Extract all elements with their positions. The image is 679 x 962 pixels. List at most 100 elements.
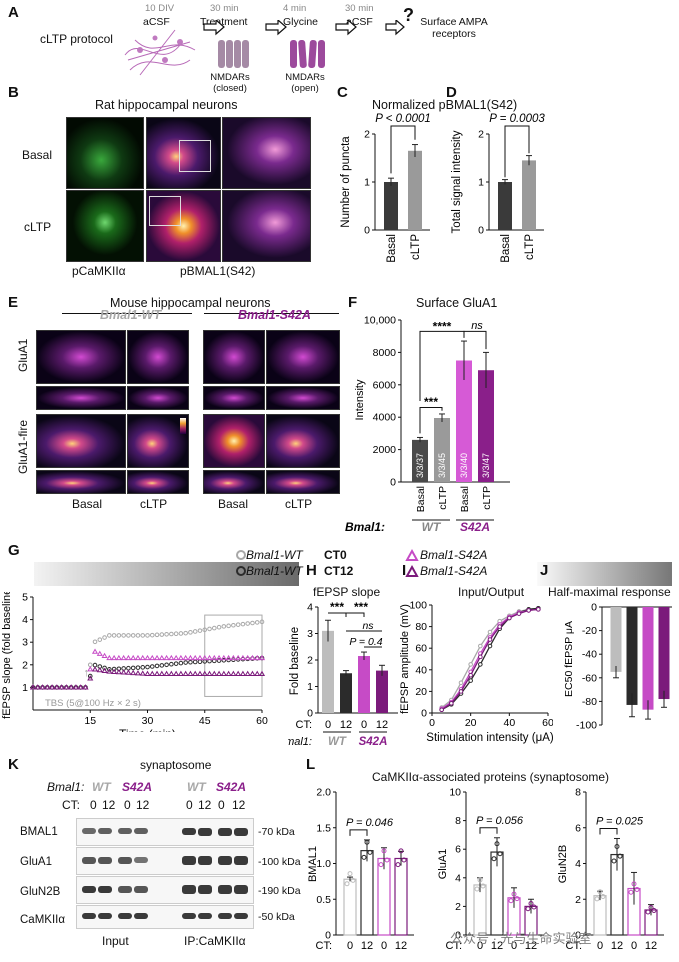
data-point <box>478 662 483 667</box>
data-point <box>178 660 184 666</box>
data-point <box>487 629 493 635</box>
x-tick-label: 12 <box>525 940 537 952</box>
x-tick-label: 0 <box>511 940 517 952</box>
data-point <box>177 654 184 661</box>
y-axis-label: fEPSP slope (fold baseline) <box>1 592 13 719</box>
data-point <box>106 654 113 661</box>
arrow-icon <box>203 20 405 36</box>
data-point <box>192 629 198 634</box>
data-point <box>107 633 112 638</box>
panel-letter-b: B <box>8 84 19 101</box>
data-point <box>168 654 175 661</box>
genotype-label: S42A <box>122 780 153 794</box>
col-label: cLTP <box>285 497 313 511</box>
bar <box>434 418 450 482</box>
series-line <box>441 608 539 710</box>
micrograph-e-fire-zoom <box>266 470 340 494</box>
data-point <box>631 881 637 887</box>
sig-label: ns <box>362 620 374 632</box>
genotype-label: S42A <box>216 780 247 794</box>
data-point <box>130 669 137 676</box>
data-point <box>140 633 146 638</box>
legend-marker <box>236 550 246 560</box>
data-point <box>154 632 160 638</box>
y-axis-label: fEPSP amplitude (mV) <box>399 604 411 714</box>
x-tick-label: cLTP <box>410 234 422 260</box>
micrograph-e <box>36 330 126 384</box>
x-tick-label: 12 <box>340 719 352 731</box>
data-point <box>525 906 531 912</box>
micrograph-e <box>266 330 340 384</box>
data-point <box>163 670 170 676</box>
legend-tag: CT0 <box>324 548 347 562</box>
panel-letter-a: A <box>8 4 19 21</box>
kda-marker: -190 kDa <box>258 885 301 897</box>
data-point <box>134 670 142 676</box>
data-point <box>125 669 132 675</box>
y-tick-label: -80 <box>582 696 597 708</box>
y-tick-label: 0 <box>455 930 461 942</box>
y-tick-label: 1 <box>22 682 28 694</box>
ct-label: 12 <box>102 798 116 812</box>
data-point <box>235 654 242 661</box>
micrograph-e-fire-zoom <box>127 470 189 494</box>
data-point <box>350 877 356 883</box>
n-label: 3/3/47 <box>481 453 491 478</box>
y-tick-label: 6000 <box>373 379 397 391</box>
x-tick-label: 12 <box>395 940 407 952</box>
sig-bracket <box>349 829 368 836</box>
data-point <box>401 857 407 863</box>
data-point <box>159 632 165 637</box>
data-point <box>648 904 654 910</box>
panel-letter-d: D <box>446 84 457 101</box>
p-value: P = 0.0003 <box>489 113 545 125</box>
data-point <box>192 670 199 676</box>
data-point <box>164 631 169 637</box>
data-point <box>508 898 514 904</box>
data-point <box>120 669 127 675</box>
y-tick-label: 40 <box>415 664 427 676</box>
micrograph-e-fire <box>36 414 126 468</box>
bar <box>408 150 422 230</box>
data-point <box>187 654 194 661</box>
data-point <box>49 684 56 690</box>
data-point <box>111 654 118 661</box>
data-point <box>168 670 175 676</box>
data-point <box>634 886 640 892</box>
data-point <box>478 643 483 649</box>
blot-group-label: IP:CaMKIIα <box>184 934 246 948</box>
panel-letter-f: F <box>348 294 358 311</box>
data-point <box>106 668 113 674</box>
y-tick-label: -40 <box>582 649 597 661</box>
y-tick-label: 0 <box>364 225 370 237</box>
data-point <box>216 658 222 663</box>
sig-bracket <box>390 125 416 174</box>
ct-prefix: CT: <box>316 940 333 952</box>
data-point <box>68 684 75 690</box>
data-point <box>145 633 150 638</box>
y-tick-label: 0 <box>390 477 396 489</box>
data-point <box>254 620 260 625</box>
data-point <box>192 654 199 661</box>
step-time: 30 min <box>345 3 374 14</box>
data-point <box>226 623 231 629</box>
data-point <box>381 848 387 854</box>
y-tick-label: 8000 <box>373 347 397 359</box>
x-tick-label: 0 <box>631 940 637 952</box>
data-point <box>344 881 350 887</box>
data-point <box>249 670 256 676</box>
bar <box>498 182 512 230</box>
ct-label: 12 <box>232 798 246 812</box>
data-point <box>126 665 131 671</box>
y-tick-label: 100 <box>409 600 427 612</box>
data-point <box>220 670 227 676</box>
data-point <box>173 670 180 676</box>
x-tick-label: 40 <box>503 717 515 729</box>
data-point <box>173 631 179 637</box>
data-point <box>134 654 142 661</box>
kda-marker: -50 kDa <box>258 911 295 923</box>
genotype-label: S42A <box>359 736 388 748</box>
blot-row-label: GluN2B <box>20 886 61 898</box>
data-point <box>458 680 464 686</box>
